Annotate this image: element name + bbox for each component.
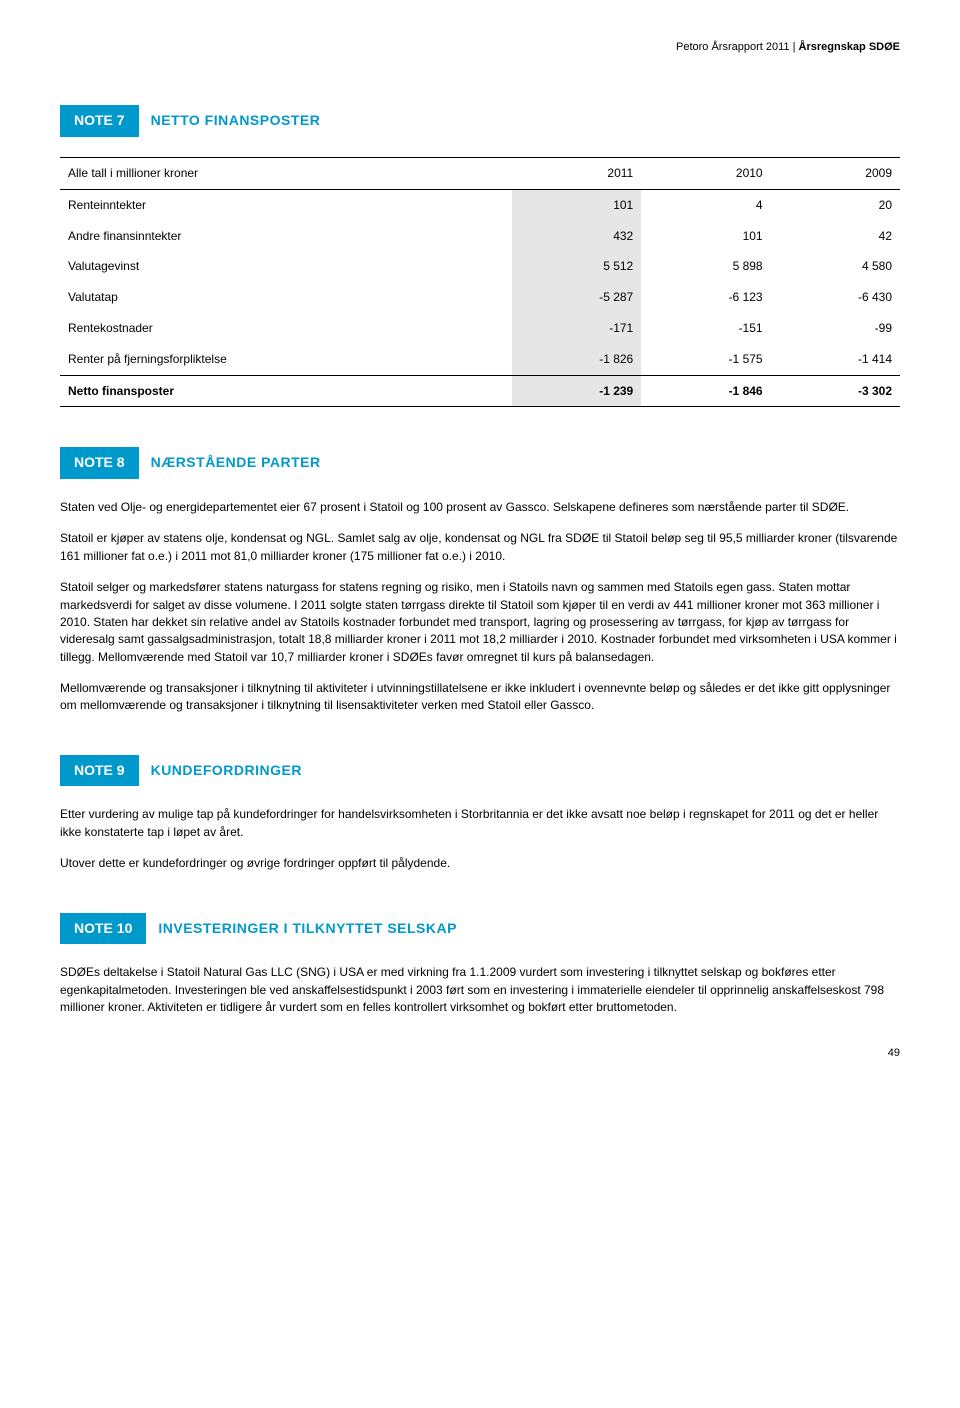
row-val: -5 287 — [512, 282, 641, 313]
table-row: Renteinntekter 101 4 20 — [60, 189, 900, 220]
row-label: Valutatap — [60, 282, 512, 313]
row-val: 101 — [512, 189, 641, 220]
note7-header: NOTE 7 NETTO FINANSPOSTER — [60, 105, 900, 137]
table-total-row: Netto finansposter -1 239 -1 846 -3 302 — [60, 375, 900, 407]
header-left: Petoro Årsrapport 2011 — [676, 41, 790, 53]
row-val: -6 430 — [771, 282, 900, 313]
note10-p1: SDØEs deltakelse i Statoil Natural Gas L… — [60, 964, 900, 1016]
row-label: Rentekostnader — [60, 313, 512, 344]
col-year-2: 2009 — [771, 157, 900, 189]
note8-p4: Mellomværende og transaksjoner i tilknyt… — [60, 680, 900, 715]
note9-p2: Utover dette er kundefordringer og øvrig… — [60, 855, 900, 872]
row-label: Renteinntekter — [60, 189, 512, 220]
note8-badge: NOTE 8 — [60, 447, 139, 479]
total-val: -1 846 — [641, 375, 770, 407]
table-row: Renter på fjerningsforpliktelse -1 826 -… — [60, 344, 900, 375]
col-year-0: 2011 — [512, 157, 641, 189]
page-header: Petoro Årsrapport 2011 | Årsregnskap SDØ… — [60, 40, 900, 55]
total-val: -3 302 — [771, 375, 900, 407]
note7-table: Alle tall i millioner kroner 2011 2010 2… — [60, 157, 900, 407]
row-label: Renter på fjerningsforpliktelse — [60, 344, 512, 375]
row-val: 42 — [771, 221, 900, 252]
note7-badge: NOTE 7 — [60, 105, 139, 137]
table-header-row: Alle tall i millioner kroner 2011 2010 2… — [60, 157, 900, 189]
col-year-1: 2010 — [641, 157, 770, 189]
row-val: 5 512 — [512, 251, 641, 282]
note9-title: KUNDEFORDRINGER — [151, 755, 302, 787]
note9-badge: NOTE 9 — [60, 755, 139, 787]
row-val: 432 — [512, 221, 641, 252]
table-row: Valutatap -5 287 -6 123 -6 430 — [60, 282, 900, 313]
note10-title: INVESTERINGER I TILKNYTTET SELSKAP — [158, 913, 457, 945]
total-label: Netto finansposter — [60, 375, 512, 407]
note8-p2: Statoil er kjøper av statens olje, konde… — [60, 530, 900, 565]
row-val: -1 826 — [512, 344, 641, 375]
header-sep: | — [790, 41, 799, 53]
row-val: 20 — [771, 189, 900, 220]
note9-header: NOTE 9 KUNDEFORDRINGER — [60, 755, 900, 787]
note8-p1: Staten ved Olje- og energidepartementet … — [60, 499, 900, 516]
table-row: Rentekostnader -171 -151 -99 — [60, 313, 900, 344]
row-val: 101 — [641, 221, 770, 252]
row-label: Andre finansinntekter — [60, 221, 512, 252]
row-val: -171 — [512, 313, 641, 344]
table-row: Andre finansinntekter 432 101 42 — [60, 221, 900, 252]
row-val: 4 — [641, 189, 770, 220]
col-header-label: Alle tall i millioner kroner — [60, 157, 512, 189]
page-number: 49 — [60, 1046, 900, 1061]
row-label: Valutagevinst — [60, 251, 512, 282]
header-right: Årsregnskap SDØE — [799, 41, 900, 53]
row-val: -1 575 — [641, 344, 770, 375]
note8-title: NÆRSTÅENDE PARTER — [151, 447, 321, 479]
note10-header: NOTE 10 INVESTERINGER I TILKNYTTET SELSK… — [60, 913, 900, 945]
note9-p1: Etter vurdering av mulige tap på kundefo… — [60, 806, 900, 841]
row-val: 4 580 — [771, 251, 900, 282]
note10-badge: NOTE 10 — [60, 913, 146, 945]
row-val: -1 414 — [771, 344, 900, 375]
row-val: -99 — [771, 313, 900, 344]
note8-p3: Statoil selger og markedsfører statens n… — [60, 579, 900, 666]
note7-title: NETTO FINANSPOSTER — [151, 105, 321, 137]
row-val: -6 123 — [641, 282, 770, 313]
note8-header: NOTE 8 NÆRSTÅENDE PARTER — [60, 447, 900, 479]
total-val: -1 239 — [512, 375, 641, 407]
row-val: 5 898 — [641, 251, 770, 282]
row-val: -151 — [641, 313, 770, 344]
table-row: Valutagevinst 5 512 5 898 4 580 — [60, 251, 900, 282]
